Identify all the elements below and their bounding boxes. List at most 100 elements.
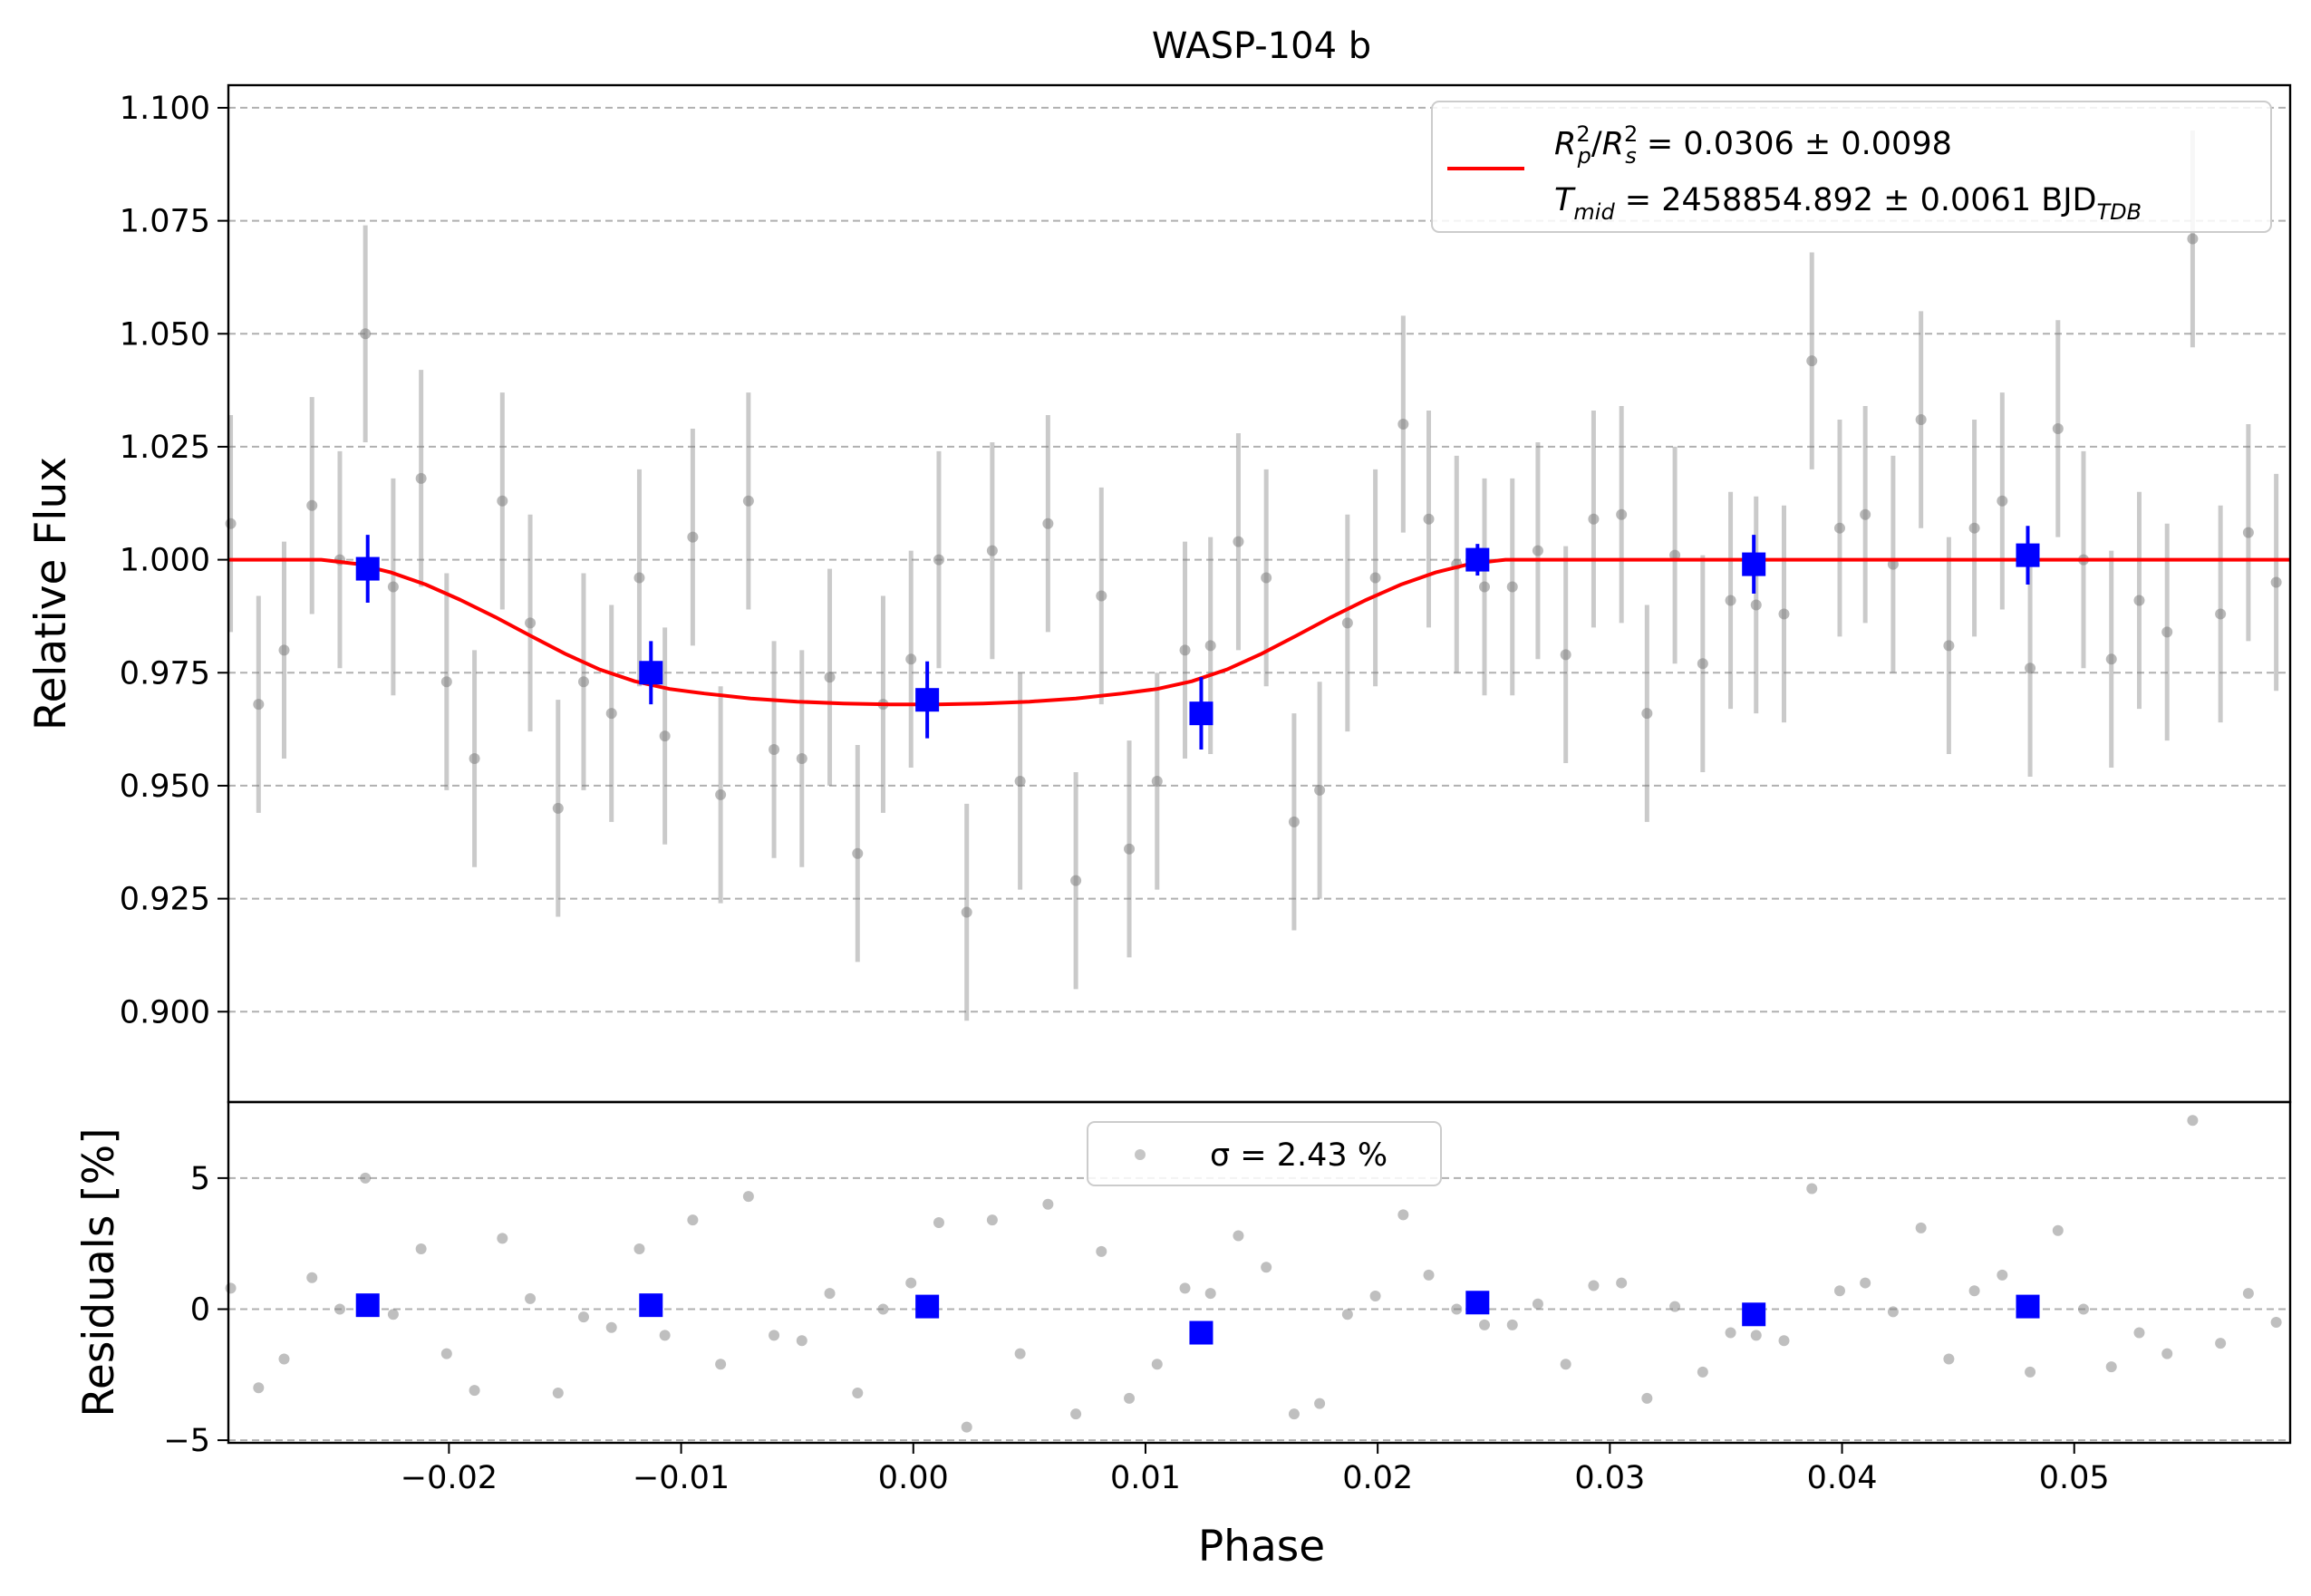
raw-point — [1369, 572, 1381, 584]
raw-point — [1314, 784, 1326, 796]
residual-point — [2025, 1366, 2036, 1378]
binned-point — [1742, 552, 1766, 576]
residual-point — [933, 1217, 944, 1229]
x-tick-label: 0.03 — [1574, 1460, 1645, 1496]
raw-point — [824, 672, 836, 683]
residual-point — [2270, 1316, 2282, 1328]
raw-point — [1096, 590, 1107, 602]
residual-point — [1697, 1366, 1708, 1378]
raw-point — [1014, 775, 1026, 787]
residual-point — [687, 1214, 699, 1226]
legend-residual-swatch — [1135, 1149, 1146, 1160]
raw-point — [306, 499, 318, 511]
raw-point — [933, 554, 944, 566]
residual-point — [1506, 1319, 1518, 1330]
raw-point — [1968, 522, 1980, 534]
residual-point — [2215, 1338, 2227, 1349]
legend-rp-rs-entry: R2 p/R2 s = 0.0306 ± 0.0098 — [1554, 121, 1952, 169]
raw-point — [225, 517, 237, 529]
transit-model-line — [228, 557, 2290, 707]
top-raw-points — [225, 130, 2282, 1021]
raw-point — [1806, 355, 1818, 367]
residual-binned-point — [1189, 1320, 1214, 1345]
raw-point — [986, 545, 998, 556]
residual-point — [2105, 1361, 2117, 1373]
raw-point — [1833, 522, 1845, 534]
raw-point — [2052, 422, 2064, 434]
raw-point — [1641, 708, 1653, 720]
residual-point — [1915, 1222, 1927, 1233]
residual-point — [360, 1172, 372, 1184]
x-tick-label: 0.00 — [878, 1460, 949, 1496]
residual-point — [742, 1191, 754, 1203]
residual-y-tick-label: −5 — [163, 1423, 210, 1459]
top-model-curve — [228, 557, 2290, 707]
raw-point — [525, 617, 537, 629]
top-y-tick-label: 0.900 — [120, 994, 210, 1030]
raw-point — [1943, 640, 1955, 652]
x-axis-label: Phase — [1198, 1522, 1325, 1572]
raw-point — [1397, 419, 1409, 430]
raw-point — [687, 531, 699, 543]
residual-point — [1479, 1319, 1491, 1330]
residual-plot-frame — [227, 1100, 2292, 1445]
residual-point — [2242, 1288, 2254, 1300]
residual-point — [1179, 1282, 1191, 1294]
x-tick-label: 0.01 — [1110, 1460, 1181, 1496]
raw-point — [1070, 875, 1082, 886]
top-plot-frame — [227, 83, 2292, 1104]
top-y-axis-label: Relative Flux — [26, 457, 76, 730]
top-y-tick-label: 1.000 — [120, 543, 210, 579]
top-binned-points — [355, 526, 2040, 750]
legend-tmid-entry: Tmid = 2458854.892 ± 0.0061 BJDTDB — [1554, 182, 2142, 225]
residual-point — [1341, 1309, 1353, 1320]
raw-point — [415, 472, 427, 484]
residual-point — [306, 1272, 318, 1283]
raw-point — [1778, 608, 1790, 620]
residual-point — [1070, 1408, 1082, 1420]
top-y-tick-label: 1.075 — [120, 204, 210, 240]
raw-point — [1915, 414, 1927, 426]
residual-point — [1151, 1359, 1163, 1370]
residual-point — [905, 1277, 917, 1289]
residual-binned-point — [1465, 1291, 1490, 1315]
residual-y-tick-label: 0 — [190, 1291, 210, 1328]
residual-point — [1314, 1398, 1326, 1409]
residual-point — [1397, 1209, 1409, 1221]
residual-binned-point — [2016, 1294, 2040, 1319]
residual-point — [1750, 1330, 1762, 1341]
raw-point — [2105, 653, 2117, 665]
residual-binned-points — [355, 1291, 2040, 1345]
raw-point — [2133, 595, 2145, 606]
raw-point — [633, 572, 645, 584]
residual-point — [440, 1348, 452, 1359]
raw-point — [961, 906, 972, 918]
residual-point — [2077, 1303, 2089, 1315]
residual-point — [1641, 1392, 1653, 1404]
raw-point — [1042, 517, 1054, 529]
residual-point — [552, 1388, 564, 1399]
residual-point — [1233, 1230, 1244, 1242]
raw-point — [1532, 545, 1543, 556]
top-gridlines — [228, 106, 2290, 1013]
residual-point — [497, 1233, 508, 1244]
residual-point — [1096, 1245, 1107, 1257]
raw-point — [1506, 581, 1518, 593]
residual-point — [2052, 1224, 2064, 1236]
residual-point — [1860, 1277, 1871, 1289]
residual-binned-point — [915, 1294, 940, 1319]
residual-point — [1288, 1408, 1300, 1420]
raw-point — [659, 730, 671, 742]
residual-point — [1806, 1183, 1818, 1195]
x-tick-label: 0.05 — [2039, 1460, 2110, 1496]
raw-point — [2161, 626, 2173, 638]
residual-point — [1124, 1392, 1136, 1404]
residual-point — [1725, 1327, 1736, 1339]
top-y-tick-label: 1.025 — [120, 430, 210, 466]
raw-point — [253, 699, 265, 711]
residual-point — [1369, 1291, 1381, 1302]
residual-y-axis-label: Residuals [%] — [74, 1127, 124, 1417]
raw-point — [2025, 663, 2036, 674]
residual-point — [387, 1309, 399, 1320]
